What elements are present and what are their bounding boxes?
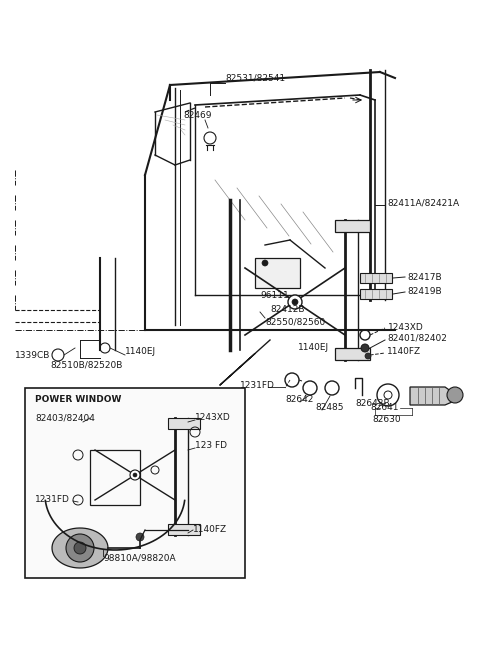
- Circle shape: [365, 353, 371, 359]
- Circle shape: [361, 344, 369, 352]
- Circle shape: [447, 387, 463, 403]
- Text: 82642: 82642: [285, 396, 313, 405]
- Text: 1339CB: 1339CB: [15, 350, 50, 359]
- Text: 82485: 82485: [315, 403, 344, 413]
- Bar: [90, 450, 140, 505]
- Polygon shape: [410, 387, 455, 405]
- Circle shape: [288, 295, 302, 309]
- Circle shape: [262, 260, 268, 266]
- Text: 1140FZ: 1140FZ: [193, 526, 227, 535]
- Bar: [255, 258, 300, 288]
- Text: 1140FZ: 1140FZ: [387, 348, 421, 357]
- Text: 123 FD: 123 FD: [195, 440, 227, 449]
- Bar: [335, 348, 370, 360]
- Text: 82401/82402: 82401/82402: [387, 334, 447, 342]
- Text: 82403/82404: 82403/82404: [35, 413, 95, 422]
- Circle shape: [130, 470, 140, 480]
- Polygon shape: [52, 528, 108, 568]
- Text: 1231FD: 1231FD: [35, 495, 70, 505]
- Text: 82550/82560: 82550/82560: [265, 317, 325, 327]
- Bar: [25, 388, 245, 578]
- Text: 82643B: 82643B: [355, 399, 390, 407]
- Bar: [168, 524, 200, 535]
- Text: 82641: 82641: [370, 403, 398, 413]
- Circle shape: [136, 533, 144, 541]
- Text: 1231FD: 1231FD: [240, 380, 275, 390]
- Text: POWER WINDOW: POWER WINDOW: [35, 396, 121, 405]
- Circle shape: [66, 534, 94, 562]
- Text: 82412B: 82412B: [270, 306, 304, 315]
- Circle shape: [74, 542, 86, 554]
- Text: 98810A/98820A: 98810A/98820A: [103, 553, 176, 562]
- Circle shape: [133, 473, 137, 477]
- Text: 96111: 96111: [260, 290, 289, 300]
- Text: 1243XD: 1243XD: [388, 323, 424, 332]
- Bar: [168, 418, 200, 429]
- Text: 1140EJ: 1140EJ: [125, 348, 156, 357]
- Text: 82469: 82469: [183, 110, 212, 120]
- Text: 82630: 82630: [372, 415, 401, 424]
- Text: 82531/82541: 82531/82541: [225, 74, 285, 83]
- Text: 1140EJ: 1140EJ: [298, 342, 329, 351]
- Text: 82419B: 82419B: [407, 286, 442, 296]
- Text: 82510B/82520B: 82510B/82520B: [50, 361, 122, 369]
- Bar: [360, 273, 392, 283]
- Circle shape: [292, 299, 298, 305]
- Text: 1243XD: 1243XD: [195, 413, 231, 422]
- Text: 82417B: 82417B: [407, 273, 442, 281]
- Bar: [360, 289, 392, 299]
- Text: 82411A/82421A: 82411A/82421A: [387, 198, 459, 208]
- Bar: [335, 220, 370, 232]
